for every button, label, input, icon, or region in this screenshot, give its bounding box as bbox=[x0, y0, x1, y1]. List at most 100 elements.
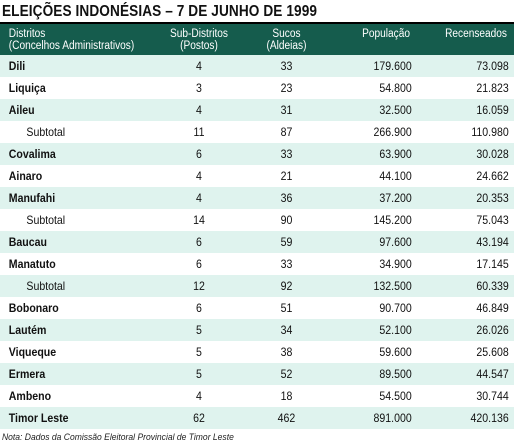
table-row: Manatuto 6 33 34.900 17.145 bbox=[0, 253, 514, 275]
cell-district: Manatuto bbox=[0, 253, 154, 275]
cell-census: 110.980 bbox=[417, 121, 514, 143]
table-row: Ainaro 4 21 44.100 24.662 bbox=[0, 165, 514, 187]
cell-population: 90.700 bbox=[329, 297, 417, 319]
cell-subdistricts: 4 bbox=[154, 187, 244, 209]
header-row: Distritos (Concelhos Administrativos) Su… bbox=[0, 24, 514, 55]
cell-census: 20.353 bbox=[417, 187, 514, 209]
cell-district: Dili bbox=[0, 55, 154, 77]
cell-subdistricts: 3 bbox=[154, 77, 244, 99]
cell-sucos: 52 bbox=[244, 363, 329, 385]
table-row: Manufahi 4 36 37.200 20.353 bbox=[0, 187, 514, 209]
header-population: População bbox=[329, 24, 417, 55]
cell-district: Bobonaro bbox=[0, 297, 154, 319]
cell-population: 132.500 bbox=[329, 275, 417, 297]
cell-population: 266.900 bbox=[329, 121, 417, 143]
cell-district: Subtotal bbox=[0, 121, 154, 143]
cell-sucos: 33 bbox=[244, 55, 329, 77]
cell-subdistricts: 5 bbox=[154, 319, 244, 341]
cell-sucos: 87 bbox=[244, 121, 329, 143]
cell-subdistricts: 5 bbox=[154, 363, 244, 385]
table-row: Ermera 5 52 89.500 44.547 bbox=[0, 363, 514, 385]
cell-census: 44.547 bbox=[417, 363, 514, 385]
cell-census: 16.059 bbox=[417, 99, 514, 121]
cell-sucos: 36 bbox=[244, 187, 329, 209]
table-row-subtotal: Subtotal 11 87 266.900 110.980 bbox=[0, 121, 514, 143]
header-subdistricts-line2: (Postos) bbox=[180, 40, 218, 52]
table-row: Bobonaro 6 51 90.700 46.849 bbox=[0, 297, 514, 319]
cell-district: Ermera bbox=[0, 363, 154, 385]
cell-census: 43.194 bbox=[417, 231, 514, 253]
table-row-subtotal: Subtotal 12 92 132.500 60.339 bbox=[0, 275, 514, 297]
table-row: Lautém 5 34 52.100 26.026 bbox=[0, 319, 514, 341]
header-districts-line1: Distritos bbox=[8, 28, 46, 40]
cell-census: 24.662 bbox=[417, 165, 514, 187]
election-table: Distritos (Concelhos Administrativos) Su… bbox=[0, 24, 514, 429]
cell-census: 25.608 bbox=[417, 341, 514, 363]
cell-district: Timor Leste bbox=[0, 407, 154, 429]
header-sucos-line2: (Aldeias) bbox=[266, 40, 307, 52]
cell-census: 30.744 bbox=[417, 385, 514, 407]
cell-census: 21.823 bbox=[417, 77, 514, 99]
header-sucos-line1: Sucos bbox=[272, 28, 301, 40]
cell-district: Covalima bbox=[0, 143, 154, 165]
cell-population: 179.600 bbox=[329, 55, 417, 77]
header-sucos: Sucos (Aldeias) bbox=[244, 24, 329, 55]
table-row-subtotal: Subtotal 14 90 145.200 75.043 bbox=[0, 209, 514, 231]
table-row-total: Timor Leste 62 462 891.000 420.136 bbox=[0, 407, 514, 429]
cell-sucos: 34 bbox=[244, 319, 329, 341]
cell-population: 52.100 bbox=[329, 319, 417, 341]
cell-population: 89.500 bbox=[329, 363, 417, 385]
cell-census: 75.043 bbox=[417, 209, 514, 231]
cell-subdistricts: 5 bbox=[154, 341, 244, 363]
cell-population: 44.100 bbox=[329, 165, 417, 187]
cell-population: 34.900 bbox=[329, 253, 417, 275]
cell-district: Ambeno bbox=[0, 385, 154, 407]
table-title: ELEIÇÕES INDONÉSIAS – 7 DE JUNHO DE 1999 bbox=[2, 3, 318, 20]
cell-subdistricts: 4 bbox=[154, 55, 244, 77]
cell-district: Viqueque bbox=[0, 341, 154, 363]
cell-census: 60.339 bbox=[417, 275, 514, 297]
cell-population: 63.900 bbox=[329, 143, 417, 165]
cell-district: Subtotal bbox=[0, 209, 154, 231]
table-row: Dili 4 33 179.600 73.098 bbox=[0, 55, 514, 77]
header-subdistricts: Sub-Distritos (Postos) bbox=[154, 24, 244, 55]
table-body: Dili 4 33 179.600 73.098 Liquiça 3 23 54… bbox=[0, 55, 514, 429]
cell-subdistricts: 4 bbox=[154, 165, 244, 187]
cell-census: 73.098 bbox=[417, 55, 514, 77]
cell-population: 59.600 bbox=[329, 341, 417, 363]
cell-subdistricts: 4 bbox=[154, 99, 244, 121]
cell-sucos: 38 bbox=[244, 341, 329, 363]
table-row: Liquiça 3 23 54.800 21.823 bbox=[0, 77, 514, 99]
cell-census: 46.849 bbox=[417, 297, 514, 319]
cell-district: Liquiça bbox=[0, 77, 154, 99]
table-row: Covalima 6 33 63.900 30.028 bbox=[0, 143, 514, 165]
table-header: Distritos (Concelhos Administrativos) Su… bbox=[0, 24, 514, 55]
cell-population: 54.500 bbox=[329, 385, 417, 407]
header-census: Recenseados bbox=[417, 24, 514, 55]
table-row: Aileu 4 31 32.500 16.059 bbox=[0, 99, 514, 121]
header-districts: Distritos (Concelhos Administrativos) bbox=[0, 24, 154, 55]
cell-population: 145.200 bbox=[329, 209, 417, 231]
cell-sucos: 18 bbox=[244, 385, 329, 407]
header-districts-line2: (Concelhos Administrativos) bbox=[8, 40, 135, 52]
cell-population: 97.600 bbox=[329, 231, 417, 253]
cell-sucos: 92 bbox=[244, 275, 329, 297]
cell-subdistricts: 14 bbox=[154, 209, 244, 231]
cell-sucos: 59 bbox=[244, 231, 329, 253]
cell-sucos: 21 bbox=[244, 165, 329, 187]
cell-subdistricts: 4 bbox=[154, 385, 244, 407]
cell-subdistricts: 6 bbox=[154, 253, 244, 275]
cell-sucos: 51 bbox=[244, 297, 329, 319]
cell-district: Ainaro bbox=[0, 165, 154, 187]
cell-sucos: 90 bbox=[244, 209, 329, 231]
cell-sucos: 462 bbox=[244, 407, 329, 429]
cell-census: 420.136 bbox=[417, 407, 514, 429]
table-row: Baucau 6 59 97.600 43.194 bbox=[0, 231, 514, 253]
cell-subdistricts: 6 bbox=[154, 231, 244, 253]
cell-subdistricts: 62 bbox=[154, 407, 244, 429]
cell-district: Manufahi bbox=[0, 187, 154, 209]
table-row: Ambeno 4 18 54.500 30.744 bbox=[0, 385, 514, 407]
title-underline bbox=[0, 22, 514, 24]
cell-census: 26.026 bbox=[417, 319, 514, 341]
cell-population: 32.500 bbox=[329, 99, 417, 121]
